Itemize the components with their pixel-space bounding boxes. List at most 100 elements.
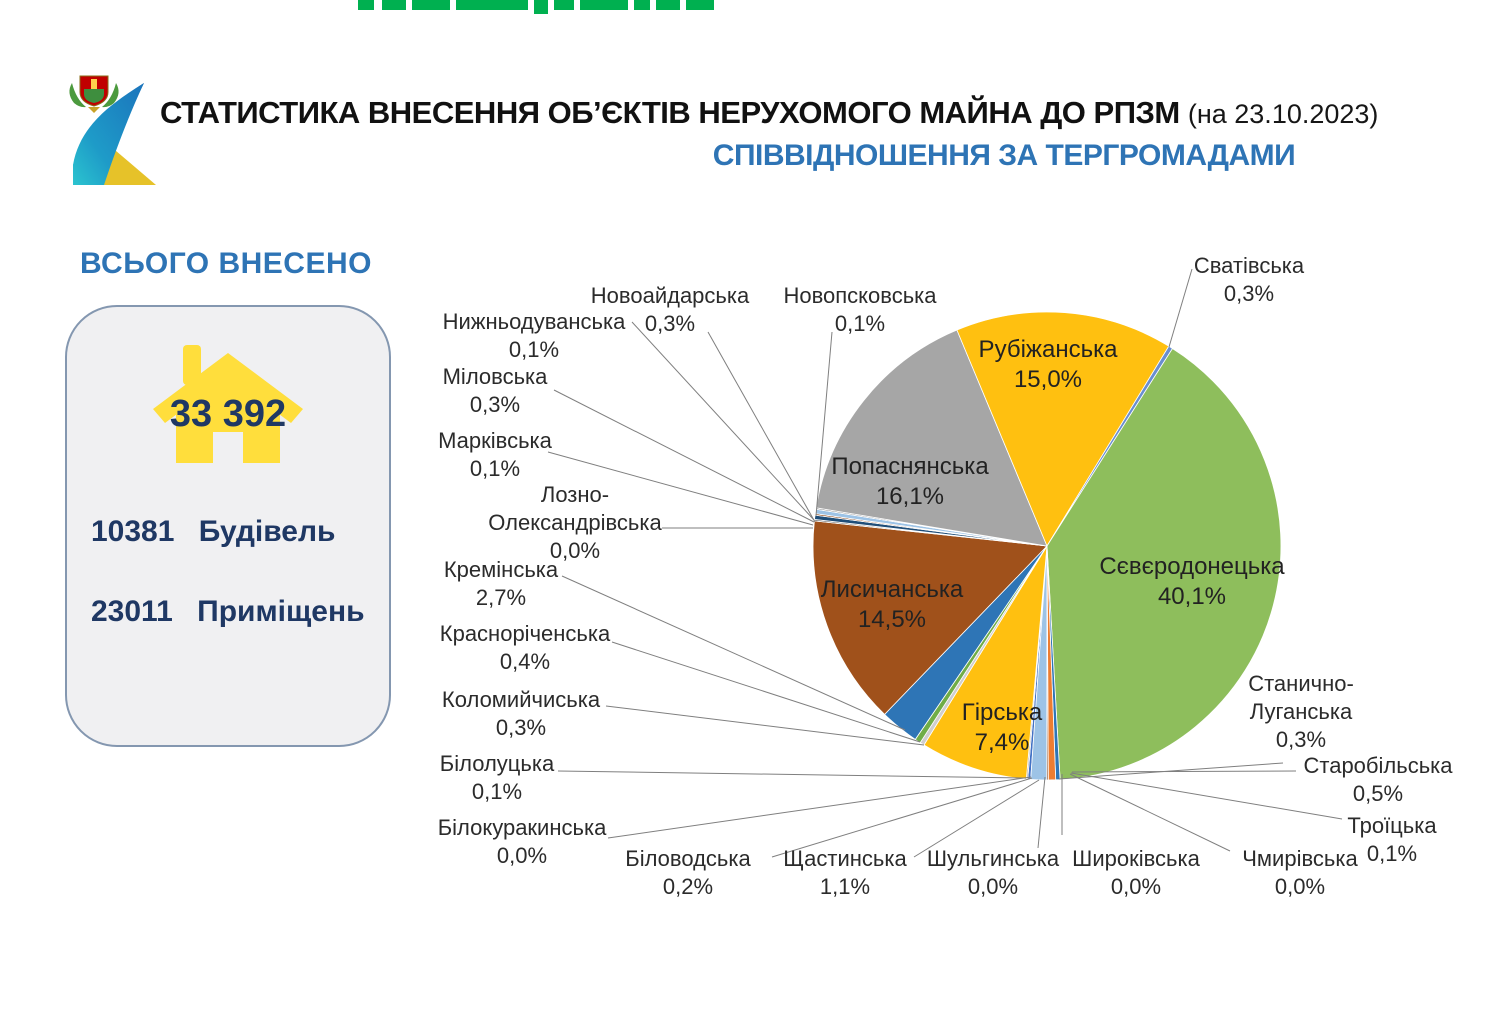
- pie-label-milovska: Міловська 0,3%: [443, 363, 548, 419]
- pie-slice-rubizhanska: [956, 311, 1170, 547]
- pie-label-hirska: Гірська 7,4%: [962, 698, 1043, 758]
- pie-label-name: Троїцька: [1347, 813, 1437, 838]
- pie-label-name: Міловська: [442, 364, 548, 389]
- cutoff-text-block: [686, 0, 714, 10]
- pie-label-name: Шульгинська: [926, 846, 1060, 871]
- pie-label-bilolutska: Білолуцька 0,1%: [440, 750, 554, 806]
- pie-label-shulhynska: Шульгинська 0,0%: [927, 845, 1059, 901]
- pie-label-percent: 0,0%: [496, 843, 548, 868]
- pie-label-name: Сватівська: [1193, 253, 1305, 278]
- pie-label-name: Лисичанська: [820, 576, 964, 603]
- pie-label-percent: 0,0%: [1110, 874, 1162, 899]
- buildings-count: 10381: [91, 515, 175, 548]
- leader-line-shulhynska: [1037, 776, 1046, 849]
- pie-label-name: Кремінська: [443, 557, 559, 582]
- leader-line-markivska: [547, 451, 814, 526]
- pie-label-name: Старобільська: [1303, 753, 1453, 778]
- pie-label-starobilska: Старобільська 0,5%: [1303, 752, 1452, 808]
- pie-label-percent: 40,1%: [1157, 583, 1227, 610]
- pie-label-kreminska: Кремінська 2,7%: [444, 556, 558, 612]
- buildings-row: 10381 Будівель: [91, 515, 336, 549]
- cutoff-text-block: [634, 0, 650, 10]
- cutoff-text-block: [656, 0, 680, 10]
- pie-label-percent: 0,5%: [1352, 781, 1404, 806]
- pie-label-lozno: Лозно- Олександрівська 0,0%: [488, 481, 661, 565]
- pie-label-name: Широківська: [1072, 846, 1200, 871]
- leader-line-milovska: [553, 389, 815, 523]
- pie-label-name: Луганська: [1249, 699, 1353, 724]
- pie-label-name: Чмирівська: [1242, 846, 1358, 871]
- pie-label-lysychanska: Лисичанська 14,5%: [821, 575, 964, 635]
- pie-label-novopskovska: Новопсковська 0,1%: [783, 282, 936, 338]
- summary-card: 33 392 10381 Будівель 23011 Приміщень: [65, 305, 391, 747]
- pie-label-chmyrivska: Чмирівська 0,0%: [1242, 845, 1357, 901]
- pie-label-kolomyichyska: Коломийчиська 0,3%: [442, 686, 600, 742]
- pie-label-name: Сєвєродонецька: [1099, 553, 1285, 580]
- pie-label-name: Білокуракинська: [437, 815, 607, 840]
- leader-line-shchastynska: [913, 779, 1040, 858]
- pie-label-rubizhanska: Рубіжанська 15,0%: [979, 335, 1118, 395]
- pie-label-percent: 0,3%: [469, 392, 521, 417]
- pie-slice-hirska: [923, 545, 1048, 780]
- pie-label-percent: 7,4%: [974, 729, 1030, 756]
- premises-row: 23011 Приміщень: [91, 595, 365, 629]
- top-cutoff-text-strip: [0, 0, 1500, 14]
- pie-label-name: Лозно-: [540, 482, 610, 507]
- pie-label-percent: 14,5%: [857, 606, 927, 633]
- pie-label-bilokurakynska: Білокуракинська 0,0%: [438, 814, 607, 870]
- pie-svg: [547, 268, 1343, 858]
- pie-label-nyzhnoduvanska: Нижньодуванська 0,1%: [443, 308, 626, 364]
- leader-line-kreminska: [561, 575, 906, 731]
- leader-line-krasnorichenska: [611, 641, 921, 743]
- leader-line-novoaidarska: [707, 331, 816, 523]
- pie-label-percent: 0,1%: [471, 779, 523, 804]
- pie-label-name: Коломийчиська: [441, 687, 601, 712]
- pie-label-percent: 0,3%: [1223, 281, 1275, 306]
- cutoff-text-block: [456, 0, 528, 10]
- pie-label-percent: 2,7%: [475, 585, 527, 610]
- pie-label-shchastynska: Щастинська 1,1%: [783, 845, 906, 901]
- pie-label-name: Нижньодуванська: [442, 309, 626, 334]
- leader-line-novopskovska: [815, 331, 833, 517]
- pie-label-percent: 0,2%: [662, 874, 714, 899]
- pie-label-percent: 0,0%: [1274, 874, 1326, 899]
- pie-label-popasnianska: Попаснянська 16,1%: [831, 452, 988, 512]
- pie-label-name: Новоайдарська: [590, 283, 750, 308]
- total-objects-count: 33 392: [169, 393, 287, 435]
- pie-label-sievierodonetska: Сєвєродонецька 40,1%: [1099, 552, 1284, 612]
- pie-label-percent: 0,3%: [495, 715, 547, 740]
- pie-label-name: Марківська: [438, 428, 552, 453]
- cutoff-text-block: [534, 0, 548, 14]
- house-icon: [143, 337, 313, 472]
- pie-label-shyrokivska: Широківська 0,0%: [1072, 845, 1200, 901]
- cutoff-text-block: [554, 0, 574, 10]
- pie-label-percent: 1,1%: [819, 874, 871, 899]
- pie-label-percent: 0,4%: [499, 649, 551, 674]
- premises-count: 23011: [91, 595, 173, 628]
- cutoff-text-block: [412, 0, 450, 10]
- leader-line-chmyrivska: [1069, 773, 1231, 852]
- pie-label-percent: 15,0%: [1013, 366, 1083, 393]
- pie-slice-popasnianska: [815, 329, 1048, 547]
- leader-line-starobilska: [1071, 770, 1297, 773]
- pie-chart: Біловодська 0,2% Білокуракинська 0,0% Білолу…: [430, 240, 1500, 925]
- title-text: СТАТИСТИКА ВНЕСЕННЯ ОБ’ЄКТІВ НЕРУХОМОГО …: [160, 95, 1180, 130]
- pie-slice-lysychanska: [812, 520, 1048, 715]
- title-date: (на 23.10.2023): [1187, 99, 1379, 129]
- pie-label-percent: 0,1%: [834, 311, 886, 336]
- pie-label-novoaidarska: Новоайдарська 0,3%: [591, 282, 749, 338]
- summary-heading: ВСЬОГО ВНЕСЕНО: [80, 247, 372, 280]
- pie-label-name: Станично-: [1248, 671, 1354, 696]
- pie-label-percent: 0,0%: [967, 874, 1019, 899]
- pie-label-percent: 0,1%: [469, 456, 521, 481]
- coat-of-arms-icon: [69, 75, 119, 113]
- pie-label-krasnorichenska: Красноріченська 0,4%: [440, 620, 610, 676]
- leader-line-bilokurakynska: [607, 776, 1032, 839]
- pie-label-name: Рубіжанська: [978, 336, 1118, 363]
- leader-line-nyzhnoduvanska: [631, 321, 815, 521]
- pie-label-stanychno: Станично- Луганська 0,3%: [1248, 670, 1354, 754]
- pie-label-percent: 0,3%: [1275, 727, 1327, 752]
- leader-line-troitska: [1070, 772, 1343, 820]
- pie-label-svativska: Сватівська 0,3%: [1194, 252, 1304, 308]
